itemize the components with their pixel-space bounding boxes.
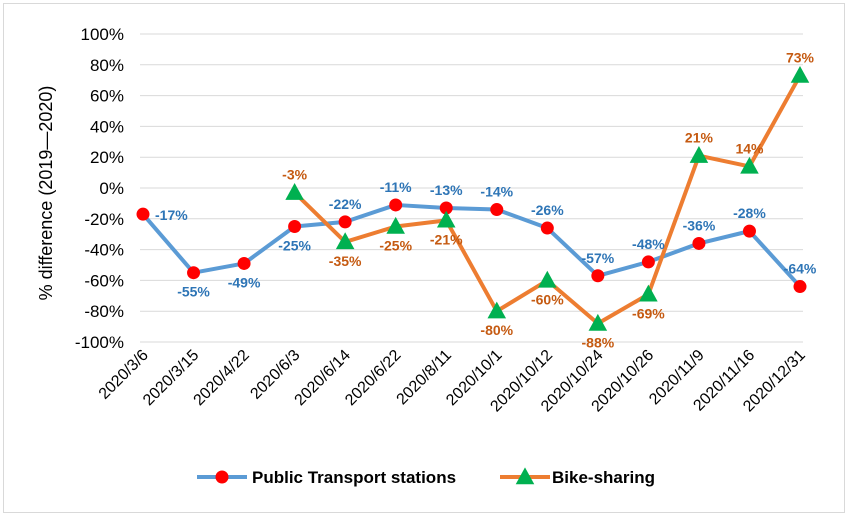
data-point [338,215,352,229]
data-label: -49% [228,274,261,290]
data-point [588,313,608,331]
data-point [237,256,251,270]
x-tick-label: 2020/4/22 [191,347,253,409]
y-axis-label: % difference (2019—2020) [36,86,56,301]
data-label: -3% [282,167,307,183]
data-point [335,232,355,250]
data-label: -55% [177,284,210,300]
data-point [641,255,655,269]
data-point [490,203,504,217]
y-tick-label: 80% [90,56,124,75]
series-line [141,202,802,288]
legend-marker [215,470,229,484]
data-point [439,201,453,215]
data-point [136,207,150,221]
y-tick-label: 40% [90,117,124,136]
y-tick-label: -100% [75,333,124,352]
data-label: -28% [733,205,766,221]
data-point [389,198,403,212]
data-point [187,266,201,280]
y-tick-label: 100% [81,25,124,44]
y-tick-label: -20% [84,210,124,229]
y-tick-label: -80% [84,302,124,321]
y-tick-label: -40% [84,241,124,260]
data-label: -17% [155,207,188,223]
data-point [742,224,756,238]
legend-label: Bike-sharing [552,468,655,487]
data-point [538,270,557,288]
data-point [285,183,304,200]
data-point [591,269,605,283]
data-label: -14% [480,184,513,200]
data-label: -22% [329,196,362,212]
data-label: -25% [278,238,311,254]
data-label: -88% [582,335,615,351]
data-label: -64% [784,261,817,277]
chart-frame [3,3,845,513]
data-point [689,146,709,163]
data-label: -80% [480,322,513,338]
data-label: -36% [683,217,716,233]
data-point [639,284,658,302]
data-label: -60% [531,291,564,307]
data-point [436,210,456,228]
data-label: -69% [632,305,665,321]
data-point [790,65,810,83]
legend-marker [515,467,535,485]
data-point [692,236,706,250]
data-label: 21% [685,130,714,146]
data-label: 14% [735,140,764,156]
legend-label: Public Transport stations [252,468,456,487]
x-tick-label: 2020/6/22 [342,347,404,409]
data-label: -48% [632,236,665,252]
data-point [540,221,554,235]
data-label: -26% [531,202,564,218]
data-point [386,216,405,234]
data-label: -21% [430,231,463,247]
y-tick-label: -60% [84,271,124,290]
data-label: -13% [430,182,463,198]
legend: Public Transport stations Bike-sharing [197,467,655,487]
data-point [740,156,759,174]
y-tick-label: 20% [90,148,124,167]
data-label: -25% [379,238,412,254]
data-label: -11% [380,179,412,195]
data-point [487,301,507,319]
data-label: -35% [329,253,362,269]
data-label: 73% [786,50,815,66]
y-tick-label: 0% [99,179,124,198]
data-label: -57% [582,250,615,266]
y-tick-label: 60% [90,87,124,106]
data-point [288,220,302,233]
data-point [793,280,807,294]
